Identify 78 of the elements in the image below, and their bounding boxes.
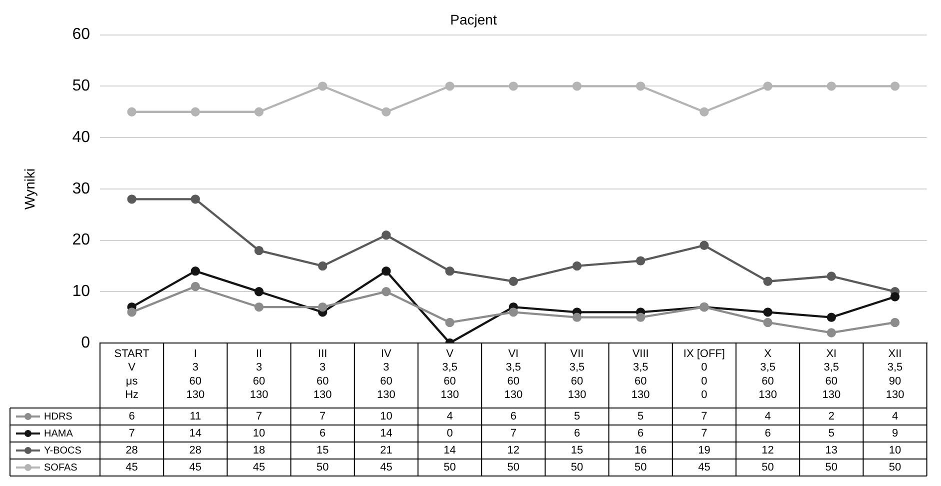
data-label: 45 xyxy=(698,462,710,474)
x-tick-label: III 3 60 130 xyxy=(313,348,332,402)
data-label: 14 xyxy=(380,428,392,440)
data-label: 50 xyxy=(570,462,584,474)
data-label: 7 xyxy=(510,428,516,440)
data-label: 2 xyxy=(828,410,834,423)
data-label: 50 xyxy=(762,462,774,474)
x-tick-label: XI 3,5 60 130 xyxy=(822,348,841,402)
data-label: 6 xyxy=(320,428,326,440)
y-tick-label: 20 xyxy=(72,232,90,249)
data-label: 12 xyxy=(507,444,520,457)
x-tick-label: I 3 60 130 xyxy=(186,348,205,402)
data-label: 6 xyxy=(638,428,644,440)
legend-label: SOFAS xyxy=(44,462,78,474)
x-tick-label: VI 3,5 60 130 xyxy=(504,348,523,402)
y-tick-label: 60 xyxy=(72,26,90,44)
data-label: 45 xyxy=(189,462,202,474)
data-label: 0 xyxy=(446,428,453,440)
data-label: 10 xyxy=(888,444,902,457)
data-label: 14 xyxy=(444,444,456,457)
y-tick-label: 10 xyxy=(72,283,90,300)
data-label: 7 xyxy=(256,410,262,423)
data-label: 6 xyxy=(510,410,516,423)
x-tick-label: II 3 60 130 xyxy=(250,348,268,402)
data-label: 6 xyxy=(128,410,135,423)
legend-label: HAMA xyxy=(44,428,74,440)
data-label: 18 xyxy=(252,444,266,457)
x-tick-label: VII 3,5 60 130 xyxy=(568,348,586,402)
data-label: 14 xyxy=(189,428,202,440)
x-tick-label: VIII 3,5 60 130 xyxy=(631,348,650,402)
data-label: 15 xyxy=(570,444,584,457)
data-label: 28 xyxy=(126,444,138,457)
x-tick-label: IV 3 60 130 xyxy=(377,348,396,402)
legend-label: HDRS xyxy=(44,411,73,422)
data-label: 5 xyxy=(638,410,644,423)
legend-label: Y-BOCS xyxy=(44,445,82,456)
y-tick-label: 0 xyxy=(81,334,90,352)
y-tick-label: 40 xyxy=(72,128,90,146)
x-tick-label: IX [OFF] 0 0 0 xyxy=(683,348,725,402)
data-label: 7 xyxy=(701,428,708,440)
data-label: 15 xyxy=(316,444,329,457)
data-label: 9 xyxy=(892,428,898,440)
data-label: 7 xyxy=(128,428,135,440)
data-label: 50 xyxy=(316,462,329,474)
data-label: 50 xyxy=(507,462,520,474)
data-label: 7 xyxy=(701,410,708,423)
data-label: 6 xyxy=(764,428,771,440)
x-tick-label: START V μs Hz xyxy=(114,348,150,402)
data-label: 50 xyxy=(888,462,902,474)
x-tick-label: V 3,5 60 130 xyxy=(440,348,459,402)
data-label: 45 xyxy=(126,462,138,474)
data-label: 50 xyxy=(825,462,838,474)
data-label: 21 xyxy=(380,444,392,457)
data-label: 13 xyxy=(825,444,838,457)
data-label: 50 xyxy=(444,462,456,474)
data-label: 7 xyxy=(320,410,326,423)
data-label: 10 xyxy=(252,428,266,440)
y-tick-label: 30 xyxy=(72,180,90,198)
data-label: 5 xyxy=(828,428,834,440)
y-axis-title: Wyniki xyxy=(21,168,38,210)
y-tick-label: 50 xyxy=(72,78,90,95)
x-tick-label: X 3,5 60 130 xyxy=(758,348,777,402)
data-label: 4 xyxy=(446,410,453,423)
data-label: 50 xyxy=(634,462,647,474)
data-label: 4 xyxy=(892,410,898,423)
x-tick-label: XII 3,5 90 130 xyxy=(886,348,904,402)
data-label: 19 xyxy=(698,444,710,457)
data-label: 11 xyxy=(190,410,202,423)
data-label: 45 xyxy=(252,462,266,474)
data-label: 16 xyxy=(634,444,647,457)
chart-title: Pacjent xyxy=(450,11,497,28)
data-label: 10 xyxy=(380,410,392,423)
data-label: 45 xyxy=(380,462,392,474)
data-label: 28 xyxy=(189,444,202,457)
data-label: 12 xyxy=(762,444,774,457)
data-label: 6 xyxy=(574,428,580,440)
data-label: 4 xyxy=(764,410,771,423)
data-label: 5 xyxy=(574,410,580,423)
